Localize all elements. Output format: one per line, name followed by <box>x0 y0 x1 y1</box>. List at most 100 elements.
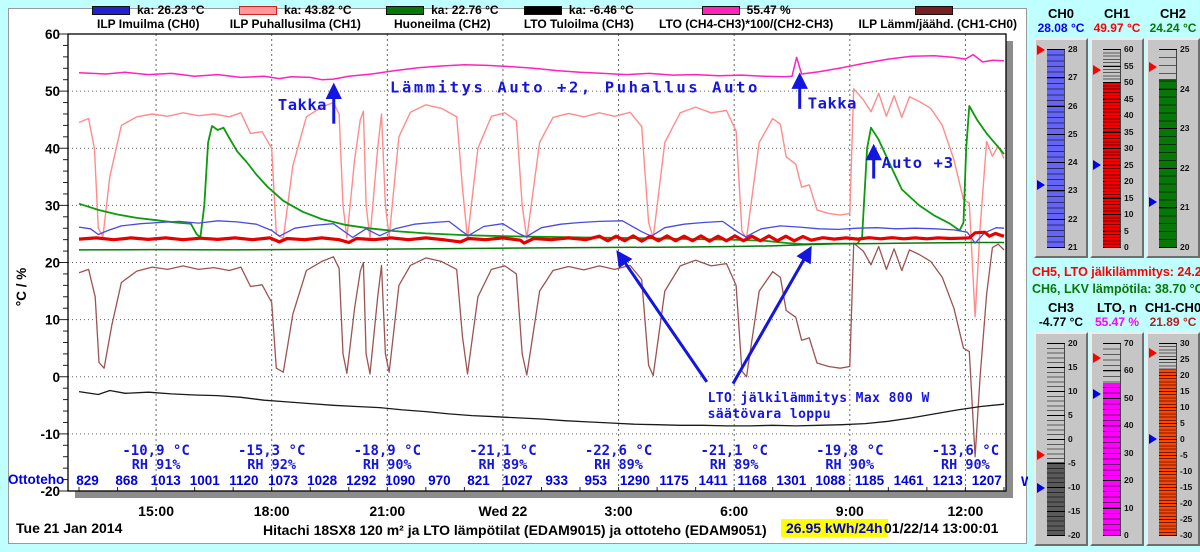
gauge-scale-label: -20 <box>1180 498 1193 508</box>
legend-item-2: ka: 22.76 °C Huoneilma (CH2) <box>386 3 499 31</box>
gauge-scale-label: 55 <box>1124 60 1134 71</box>
gauge-major-tick <box>1159 207 1177 209</box>
legend-item-0: ka: 26.23 °C ILP Imuilma (CH0) <box>92 3 205 31</box>
gauge-major-tick <box>1159 359 1177 360</box>
gauge-scale-label: 40 <box>1124 420 1134 431</box>
gauge-body: 25 24 23 22 21 20 <box>1146 38 1200 258</box>
gauge-major-tick <box>1047 77 1065 79</box>
gauge-major-tick <box>1159 455 1177 456</box>
gauge-min-marker-icon <box>1149 434 1157 444</box>
legend-series-name: ILP Lämm/jäähd. (CH1-CH0) <box>858 17 1017 31</box>
gauge-column-ch0: CH0 28.08 °C 28 27 26 25 24 23 22 21 <box>1034 6 1088 258</box>
gauge-scale-label: -10 <box>1180 466 1193 476</box>
aux-channel-readout-1: CH6, LKV lämpötila: 38.70 °C <box>1032 282 1200 296</box>
footer-timestamp: 01/22/14 13:00:01 <box>884 520 999 536</box>
gauge-min-marker-icon <box>1149 196 1157 207</box>
legend-swatch-icon <box>386 5 425 15</box>
gauge-scale-label: -30 <box>1180 530 1193 540</box>
gauge-title: CH1 <box>1103 6 1130 21</box>
gauge-scale-label: 70 <box>1124 338 1134 348</box>
gauge-major-tick <box>1047 439 1065 440</box>
gauge-scale-label: 0 <box>1124 242 1129 252</box>
legend-swatch-icon <box>92 5 130 15</box>
legend-item-1: ka: 43.82 °C ILP Puhallusilma (CH1) <box>230 3 361 31</box>
chart-legend: ka: 26.23 °C ILP Imuilma (CH0) ka: 43.82 °… <box>92 3 1017 31</box>
gauge-scale-label: 26 <box>1068 100 1078 111</box>
gauge-scale-label: 50 <box>1124 392 1134 403</box>
legend-average-value: ka: -6.46 °C <box>568 3 634 17</box>
gauge-major-tick <box>1159 503 1177 504</box>
gauge-major-tick <box>1103 452 1121 454</box>
gauge-major-tick <box>1103 535 1121 536</box>
gauge-scale-label: 15 <box>1068 362 1078 372</box>
gauge-major-tick <box>1159 247 1177 248</box>
gauge-scale-label: -5 <box>1068 458 1076 468</box>
gauge-scale-label: 25 <box>1124 159 1134 170</box>
footer-date: Tue 21 Jan 2014 <box>16 520 123 536</box>
gauge-major-tick <box>1159 167 1177 169</box>
gauge-value: -4.77 °C <box>1038 315 1084 329</box>
gauge-max-marker-icon <box>1037 450 1045 461</box>
gauge-scale-label: 22 <box>1068 213 1078 224</box>
gauge-major-tick <box>1159 535 1177 536</box>
gauge-scale-label: 0 <box>1068 434 1073 444</box>
gauge-major-tick <box>1103 230 1121 232</box>
gauge-body: 28 27 26 25 24 23 22 21 <box>1034 38 1088 258</box>
gauge-track <box>1047 49 1065 247</box>
legend-series-name: ILP Imuilma (CH0) <box>97 17 200 31</box>
gauge-scale-label: 21 <box>1068 242 1078 252</box>
gauge-scale-label: 21 <box>1180 202 1190 213</box>
legend-swatch-icon <box>701 5 740 15</box>
gauge-major-tick <box>1159 391 1177 392</box>
gauge-body: 70 60 50 40 30 20 10 0 <box>1090 332 1144 546</box>
gauge-major-tick <box>1047 133 1065 135</box>
gauge-max-marker-icon <box>1149 347 1157 358</box>
gauge-title: CH1-CH0 <box>1144 300 1200 315</box>
gauge-major-tick <box>1103 164 1121 166</box>
gauge-scale-label: 5 <box>1068 410 1073 420</box>
gauge-major-tick <box>1103 82 1121 83</box>
gauge-track <box>1103 343 1121 535</box>
gauge-major-tick <box>1047 511 1065 512</box>
gauge-value: 49.97 °C <box>1093 21 1141 35</box>
gauge-major-tick <box>1103 197 1121 199</box>
gauge-major-tick <box>1159 128 1177 130</box>
gauge-major-tick <box>1047 49 1065 50</box>
gauge-scale-label: 35 <box>1124 126 1134 137</box>
gauge-major-tick <box>1047 391 1065 392</box>
gauge-max-marker-icon <box>1149 61 1157 72</box>
legend-average-value: ka: 26.23 °C <box>137 3 205 17</box>
gauge-major-tick <box>1103 425 1121 427</box>
gauge-major-tick <box>1047 162 1065 164</box>
legend-item-4: 55.47 % LTO (CH4-CH3)*100/(CH2-CH3) <box>659 3 833 31</box>
gauge-minor-ticks <box>1159 49 1176 247</box>
gauge-major-tick <box>1047 218 1065 220</box>
gauge-scale-label: 25 <box>1180 354 1190 364</box>
gauge-scale-label: 10 <box>1180 402 1190 412</box>
gauge-scale-label: 0 <box>1180 434 1185 444</box>
gauge-major-tick <box>1047 535 1065 536</box>
gauge-scale-label: 20 <box>1124 176 1134 186</box>
gauge-scale-label: 30 <box>1180 338 1190 348</box>
gauge-scale-label: -10 <box>1068 482 1081 492</box>
gauge-major-tick <box>1103 49 1121 50</box>
gauge-column-ch2: CH2 24.24 °C 25 24 23 22 21 20 <box>1146 6 1200 258</box>
gauge-scale-label: 10 <box>1068 386 1078 396</box>
gauge-min-marker-icon <box>1037 179 1045 190</box>
legend-series-name: Huoneilma (CH2) <box>394 17 491 31</box>
gauge-scale-label: 20 <box>1068 338 1078 348</box>
gauge-major-tick <box>1103 65 1121 67</box>
gauge-scale-label: 25 <box>1068 128 1078 139</box>
legend-average-value: ka: 43.82 °C <box>284 3 352 17</box>
gauge-major-tick <box>1103 148 1121 149</box>
gauge-scale-label: 5 <box>1124 225 1129 236</box>
gauge-major-tick <box>1047 463 1065 464</box>
gauge-scale-label: -5 <box>1180 450 1188 460</box>
gauge-scale-label: 25 <box>1180 44 1190 54</box>
legend-series-name: LTO (CH4-CH3)*100/(CH2-CH3) <box>659 17 834 31</box>
gauge-scale-label: 28 <box>1068 44 1078 54</box>
gauge-major-tick <box>1159 49 1177 50</box>
gauge-min-marker-icon <box>1037 483 1045 493</box>
gauge-title: LTO, n <box>1097 300 1137 315</box>
